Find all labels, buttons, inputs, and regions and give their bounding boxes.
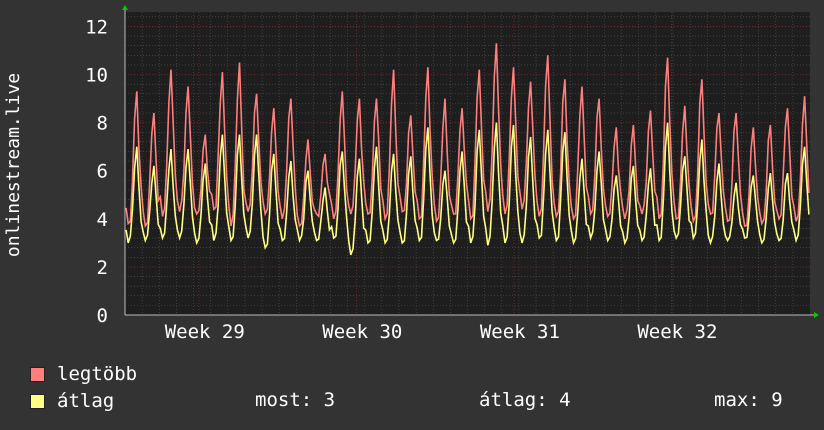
stat-now-value: 3 [323, 389, 336, 411]
y-tick-label: 6 [97, 161, 108, 183]
x-axis-arrow [814, 312, 819, 318]
y-tick-label: 2 [97, 257, 108, 279]
y-tick-label: 4 [97, 209, 108, 231]
series-line-max [125, 43, 810, 229]
avg-series-label: átlag [57, 390, 115, 412]
stat-now: most: 3 [255, 389, 335, 411]
y-axis-label: onlinestream.live [3, 73, 24, 257]
x-tick-label: Week 29 [165, 321, 245, 343]
stat-now-label: most: [255, 389, 313, 411]
stat-max-label: max: [714, 389, 760, 411]
stat-avg-value: 4 [559, 389, 571, 411]
avg-series-swatch [30, 393, 45, 409]
legend-item-max: legtöbb [30, 362, 137, 386]
x-tick-label: Week 31 [480, 321, 560, 343]
y-tick-label: 12 [85, 16, 108, 38]
series-line-avg [125, 122, 810, 256]
max-series-swatch [30, 366, 45, 382]
stat-max: max: 9 [714, 389, 783, 411]
y-axis-arrow [122, 5, 128, 10]
x-tick-label: Week 32 [637, 321, 717, 343]
stat-max-value: 9 [771, 389, 783, 411]
stat-avg-label: átlag: [479, 389, 548, 411]
y-tick-label: 0 [97, 305, 108, 327]
y-tick-label: 8 [97, 113, 108, 135]
y-tick-label: 10 [85, 65, 108, 87]
stat-avg: átlag: 4 [479, 389, 571, 411]
legend-item-avg: átlag [30, 389, 114, 413]
max-series-label: legtöbb [57, 363, 138, 385]
x-tick-label: Week 30 [322, 321, 402, 343]
